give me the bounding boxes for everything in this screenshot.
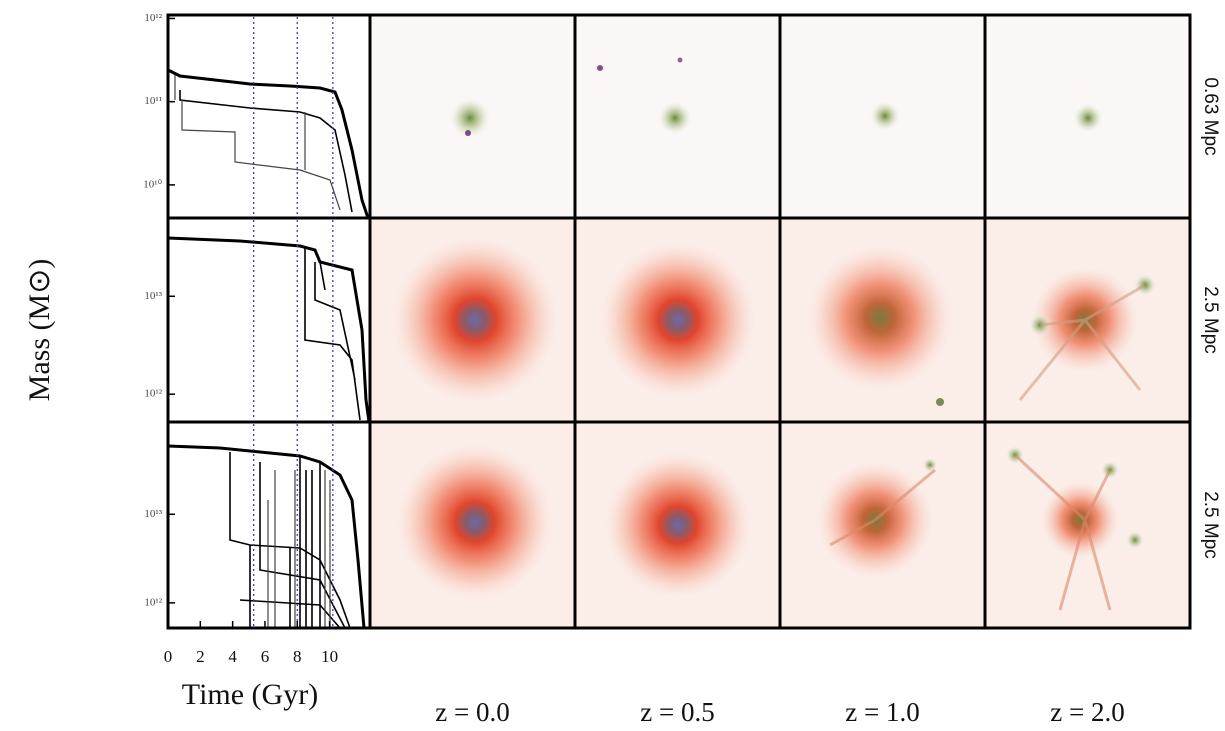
frames [166, 13, 1192, 630]
subhalo [936, 398, 944, 406]
main-branch [167, 444, 366, 629]
filament [829, 453, 1112, 611]
subhalo [465, 130, 471, 136]
halo [1072, 102, 1104, 134]
y-tick-label: 10¹² [144, 596, 162, 608]
halo [922, 457, 938, 473]
halo [395, 442, 555, 602]
halo [448, 96, 492, 140]
row-scale-label: 0.63 Mpc [1200, 77, 1221, 155]
x-tick-label: 4 [228, 647, 237, 666]
filament [1018, 283, 1146, 401]
column-label: z = 0.0 [435, 697, 509, 727]
row-scale-label: 2.5 Mpc [1200, 286, 1221, 354]
main-branch [167, 68, 370, 219]
column-label: z = 2.0 [1050, 697, 1124, 727]
halo [657, 100, 693, 136]
x-tick-label: 2 [196, 647, 205, 666]
y-tick-label: 10¹² [144, 12, 162, 24]
halo [869, 100, 901, 132]
halo [1125, 530, 1145, 550]
halo [603, 450, 753, 600]
subhalo [677, 57, 683, 63]
y-tick-label: 10¹³ [144, 290, 162, 302]
y-axis-label: Mass (M⊙) [23, 259, 56, 402]
halo [598, 240, 758, 400]
column-label: z = 1.0 [845, 697, 919, 727]
column-label: z = 0.5 [640, 697, 714, 727]
branch [229, 452, 351, 629]
x-tick-label: 6 [261, 647, 270, 666]
branch [174, 75, 341, 211]
branch [304, 246, 361, 421]
y-tick-label: 10¹⁰ [143, 178, 162, 190]
y-tick-label: 10¹¹ [144, 95, 162, 107]
row-scale-label: 2.5 Mpc [1200, 491, 1221, 559]
x-tick-label: 0 [164, 647, 173, 666]
x-axis-label: Time (Gyr) [182, 678, 318, 711]
branch [179, 90, 353, 213]
merger-trees [167, 68, 371, 629]
x-tick-label: 10 [321, 647, 338, 666]
x-tick-label: 8 [293, 647, 302, 666]
subhalo [597, 65, 603, 71]
halo [1040, 480, 1120, 560]
frame [166, 13, 1192, 630]
y-tick-label: 10¹² [144, 388, 162, 400]
branch [267, 470, 331, 628]
halo [390, 235, 560, 405]
halo [805, 243, 955, 393]
main-branch [167, 236, 371, 423]
y-tick-label: 10¹³ [144, 508, 162, 520]
